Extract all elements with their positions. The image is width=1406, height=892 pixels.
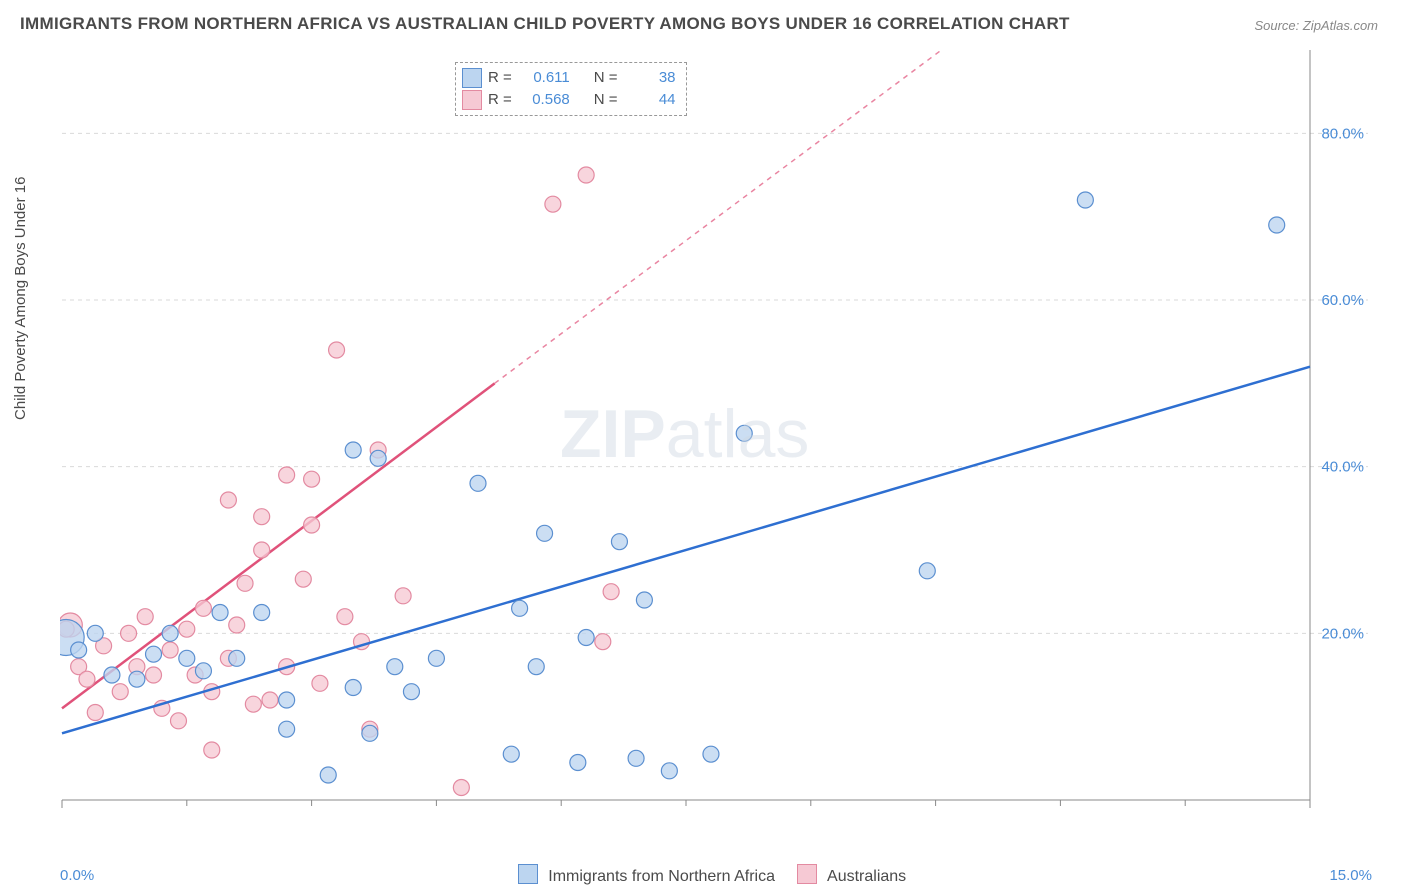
legend-swatch-blue — [518, 864, 538, 884]
legend-row: R = 0.568 N = 44 — [462, 89, 676, 111]
legend-label: Immigrants from Northern Africa — [548, 868, 775, 885]
n-value: 44 — [624, 89, 676, 111]
legend-swatch-pink — [797, 864, 817, 884]
scatter-chart: 20.0% 40.0% 60.0% 80.0% — [60, 48, 1370, 828]
legend-swatch-blue — [462, 68, 482, 88]
svg-text:80.0%: 80.0% — [1321, 125, 1364, 142]
svg-text:60.0%: 60.0% — [1321, 292, 1364, 309]
svg-text:20.0%: 20.0% — [1321, 625, 1364, 642]
y-axis-label: Child Poverty Among Boys Under 16 — [12, 177, 29, 420]
n-label: N = — [594, 67, 618, 89]
legend-label: Australians — [827, 868, 906, 885]
chart-title: IMMIGRANTS FROM NORTHERN AFRICA VS AUSTR… — [20, 14, 1070, 34]
source-attribution: Source: ZipAtlas.com — [1254, 18, 1378, 33]
n-value: 38 — [624, 67, 676, 89]
r-value: 0.568 — [518, 89, 570, 111]
svg-text:40.0%: 40.0% — [1321, 459, 1364, 476]
r-value: 0.611 — [518, 67, 570, 89]
legend-swatch-pink — [462, 90, 482, 110]
legend-row: R = 0.611 N = 38 — [462, 67, 676, 89]
n-label: N = — [594, 89, 618, 111]
series-legend: Immigrants from Northern Africa Australi… — [0, 864, 1406, 886]
correlation-legend: R = 0.611 N = 38 R = 0.568 N = 44 — [455, 62, 687, 116]
r-label: R = — [488, 67, 512, 89]
r-label: R = — [488, 89, 512, 111]
